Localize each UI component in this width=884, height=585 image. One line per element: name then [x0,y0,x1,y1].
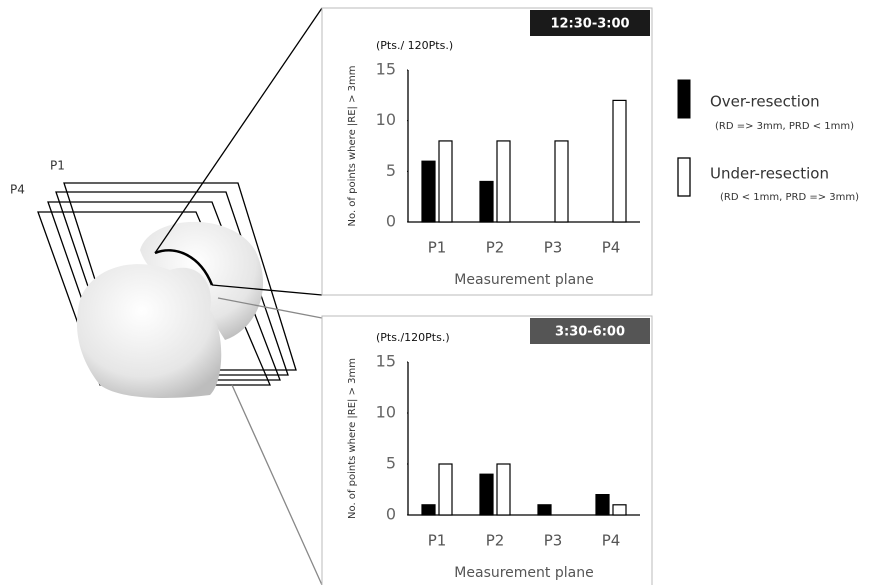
y-tick-label: 5 [386,161,396,180]
bar [497,464,510,515]
bar [439,141,452,222]
y-tick-label: 15 [376,352,396,371]
x-tick-label: P1 [428,532,447,550]
x-axis-title: Measurement plane [454,565,593,581]
y-tick-label: 5 [386,454,396,473]
bar [538,505,551,515]
x-tick-label: P2 [486,532,505,550]
x-tick-label: P1 [428,239,447,257]
bar [613,100,626,222]
x-tick-label: P4 [602,532,621,550]
bar [596,495,609,515]
legend-label: Under-resection [710,165,829,183]
panel-title: 3:30-6:00 [555,325,625,340]
x-tick-label: P4 [602,239,621,257]
legend: Over-resection (RD => 3mm, PRD < 1mm) Un… [678,80,859,203]
connector [232,385,322,585]
figure: P1 P4 Over-resection (RD => 3mm, PRD < 1… [0,0,884,585]
bar [422,505,435,515]
bone-shaft [77,264,221,398]
y-tick-label: 0 [386,212,396,231]
x-tick-label: P3 [544,239,563,257]
y-axis-title: No. of points where |RE| > 3mm [347,66,358,227]
legend-swatch [678,80,690,118]
y-tick-label: 15 [376,60,396,79]
connector [155,8,322,253]
y-tick-label: 0 [386,505,396,524]
bar [439,464,452,515]
legend-note: (RD < 1mm, PRD => 3mm) [720,192,859,203]
y-tick-label: 10 [376,110,396,129]
plane-label: P1 [50,159,65,173]
y-unit: (Pts./120Pts.) [376,331,450,344]
x-tick-label: P2 [486,239,505,257]
x-tick-label: P3 [544,532,563,550]
y-tick-label: 10 [376,403,396,422]
legend-note: (RD => 3mm, PRD < 1mm) [715,121,854,132]
bar [613,505,626,515]
y-unit: (Pts./ 120Pts.) [376,39,453,52]
bar [480,474,493,515]
x-axis-title: Measurement plane [454,272,593,288]
bar [480,181,493,222]
panel-title: 12:30-3:00 [550,17,629,32]
legend-swatch [678,158,690,196]
plane-label: P4 [10,183,25,197]
legend-label: Over-resection [710,93,820,111]
y-axis-title: No. of points where |RE| > 3mm [347,358,358,519]
bar [422,161,435,222]
bar [555,141,568,222]
bar [497,141,510,222]
illustration [38,8,322,585]
